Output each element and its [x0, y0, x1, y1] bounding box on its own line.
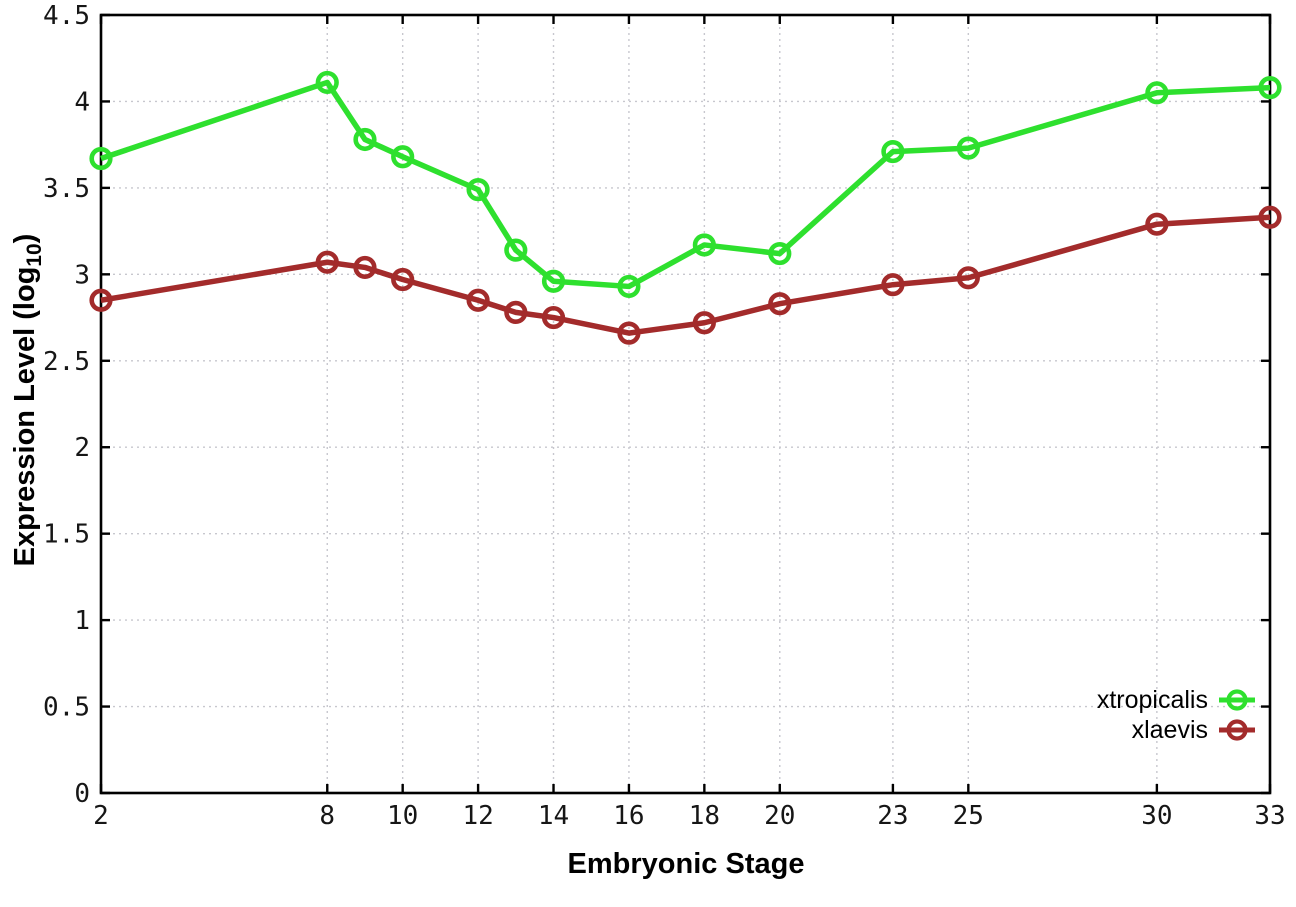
data-point-xlaevis: [353, 255, 377, 280]
y-tick-label: 2.5: [43, 347, 90, 377]
legend-item-xlaevis: xlaevis: [1097, 715, 1256, 745]
line-point-marker-icon: [1219, 719, 1255, 741]
data-point-xlaevis: [541, 305, 566, 330]
x-tick-label: 10: [387, 801, 418, 831]
y-axis-title-text: Expression Level (log: [9, 266, 42, 567]
data-point-xtropicalis: [391, 145, 415, 169]
x-tick-label: 20: [764, 801, 795, 831]
x-tick-label: 30: [1141, 801, 1172, 831]
line-point-marker-icon: [1219, 689, 1255, 711]
x-tick-label: 8: [319, 801, 335, 831]
data-point-xlaevis: [1258, 205, 1282, 229]
legend-item-xtropicalis: xtropicalis: [1097, 685, 1256, 715]
data-point-xtropicalis: [881, 139, 905, 164]
y-axis-title-subscript: 10: [22, 243, 46, 267]
legend-label-xlaevis: xlaevis: [1131, 716, 1208, 744]
data-point-xlaevis: [692, 311, 716, 335]
data-point-xtropicalis: [504, 238, 528, 262]
y-tick-label: 4: [74, 87, 90, 117]
data-point-xtropicalis: [89, 146, 113, 171]
y-tick-label: 0: [74, 779, 90, 809]
data-point-xlaevis: [617, 321, 641, 345]
data-point-xtropicalis: [956, 136, 980, 160]
x-tick-label: 16: [613, 801, 644, 831]
series-line-xtropicalis: [100, 79, 1271, 290]
data-point-xlaevis: [391, 267, 415, 292]
data-point-xlaevis: [315, 250, 339, 274]
data-point-xtropicalis: [315, 70, 339, 95]
x-tick-label: 18: [689, 801, 720, 831]
data-point-xtropicalis: [353, 127, 377, 152]
data-point-xtropicalis: [1145, 81, 1169, 105]
data-point-xtropicalis: [692, 233, 716, 257]
data-point-xlaevis: [504, 300, 528, 324]
y-tick-label: 1.5: [43, 520, 90, 550]
data-point-xtropicalis: [466, 178, 490, 202]
legend: xtropicalis xlaevis: [1097, 685, 1256, 745]
x-tick-label: 12: [462, 801, 493, 831]
data-point-xlaevis: [881, 273, 905, 297]
data-point-xlaevis: [956, 266, 980, 290]
data-point-xtropicalis: [541, 269, 566, 293]
x-tick-label: 23: [877, 801, 908, 831]
data-point-xtropicalis: [768, 241, 792, 266]
data-point-xlaevis: [466, 288, 490, 312]
x-tick-label: 25: [953, 801, 984, 831]
y-axis-title: Expression Level (log10): [9, 234, 47, 567]
x-tick-label: 14: [538, 801, 569, 831]
y-tick-label: 3.5: [43, 174, 90, 204]
x-tick-label: 33: [1254, 801, 1285, 831]
y-tick-label: 2: [74, 433, 90, 463]
y-tick-label: 3: [74, 260, 90, 290]
y-tick-label: 4.5: [43, 1, 90, 31]
data-point-xlaevis: [89, 288, 113, 312]
x-tick-label: 2: [93, 801, 109, 831]
data-point-xlaevis: [768, 292, 792, 316]
y-tick-label: 0.5: [43, 693, 90, 723]
y-axis-title-suffix: ): [9, 233, 42, 244]
legend-label-xtropicalis: xtropicalis: [1096, 686, 1208, 714]
x-axis-title: Embryonic Stage: [567, 848, 805, 880]
data-point-xtropicalis: [1258, 76, 1282, 100]
y-tick-label: 1: [74, 606, 90, 636]
data-point-xtropicalis: [617, 274, 641, 299]
data-point-xlaevis: [1145, 212, 1169, 236]
series-line-xlaevis: [100, 214, 1271, 336]
